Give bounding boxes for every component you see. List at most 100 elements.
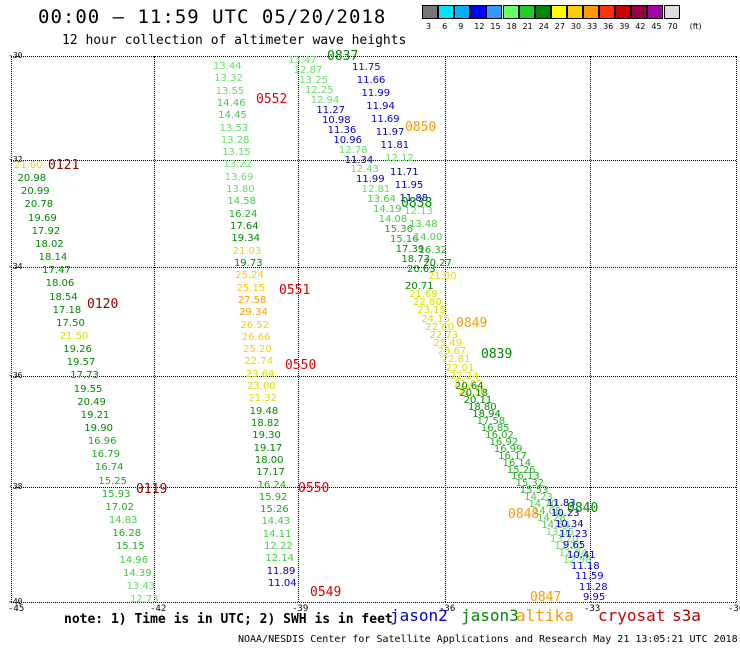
wave-height-value: 20.18: [459, 387, 488, 399]
wave-height-value: 21.03: [232, 245, 262, 257]
colorbar-label: (ft): [689, 22, 702, 31]
wave-height-value: 12.98: [563, 555, 592, 566]
colorbar-label: 70: [667, 22, 678, 31]
wave-height-value: 11.99: [361, 88, 391, 100]
wave-height-value: 18.94: [472, 408, 501, 420]
mission-legend-cryosat: cryosat: [598, 606, 666, 625]
wave-height-value: 13.20: [550, 534, 579, 546]
plot-frame-right: [736, 56, 737, 602]
pass-time-label: 0551: [279, 283, 311, 298]
wave-height-value: 15.25: [98, 475, 127, 487]
pass-time-label: 0850: [405, 120, 437, 135]
colorbar-label: 9: [458, 22, 464, 31]
longitude-tick-label: -33: [584, 604, 601, 614]
wave-height-value: 16.92: [489, 436, 519, 448]
pass-time-label: 0550: [285, 358, 317, 373]
colorbar-swatch: [518, 5, 535, 19]
colorbar-label: 33: [587, 22, 598, 31]
latitude-tick-label: -36: [8, 371, 23, 380]
longitude-gridline: [590, 56, 591, 602]
colorbar-swatch: [615, 5, 632, 19]
wave-height-value: 23.15: [417, 305, 446, 317]
latitude-gridline: [11, 487, 736, 488]
wave-height-value: 19.17: [253, 442, 283, 454]
colorbar-swatch: [438, 5, 455, 19]
wave-height-value: 24.15: [421, 313, 450, 325]
colorbar-label: 42: [635, 22, 646, 31]
wave-height-value: 17.02: [105, 501, 135, 513]
wave-height-value: 20.99: [21, 186, 50, 198]
wave-height-value: 17.17: [256, 467, 285, 479]
wave-height-value: 25.24: [235, 270, 264, 282]
wave-height-value: 10.34: [555, 518, 584, 530]
wave-height-value: 26.66: [241, 331, 271, 343]
wave-height-value: 17.58: [476, 415, 506, 427]
wave-height-value: 12.22: [264, 541, 293, 553]
wave-height-value: 20.78: [24, 199, 54, 211]
wave-height-value: 22.01: [445, 362, 475, 374]
wave-height-value: 13.22: [223, 159, 253, 171]
wave-height-value: 19.57: [66, 357, 96, 369]
wave-height-value: 26.52: [240, 319, 270, 331]
pass-time-label: 0838: [401, 196, 433, 211]
wave-height-value: 18.82: [250, 417, 280, 429]
wave-height-value: 21.69: [409, 289, 438, 301]
wave-height-value: 21.50: [59, 330, 89, 342]
wave-height-value: 15.26: [260, 504, 289, 516]
wave-height-value: 16.17: [498, 450, 527, 462]
wave-height-value: 11.59: [575, 571, 604, 583]
wave-height-value: 14.08: [378, 214, 408, 226]
wave-height-value: 11.94: [366, 101, 395, 113]
latitude-tick-label: -32: [8, 155, 23, 164]
wave-height-value: 25.20: [243, 344, 272, 356]
pass-time-label: 0119: [136, 482, 168, 497]
colorbar-label: 21: [522, 22, 533, 31]
wave-height-value: 14.43: [261, 516, 291, 528]
pass-time-label: 0121: [48, 158, 80, 173]
wave-height-value: 14.83: [108, 515, 138, 527]
wave-height-value: 16.02: [485, 429, 514, 441]
longitude-gridline: [298, 56, 299, 602]
wave-height-value: 11.27: [316, 104, 345, 116]
wave-height-value: 17.73: [70, 370, 99, 382]
colorbar-swatch: [647, 5, 664, 19]
wave-height-value: 12.94: [310, 94, 340, 106]
wave-height-value: 12.12: [385, 153, 414, 165]
wave-height-value: 16.28: [112, 528, 142, 540]
wave-height-value: 11.97: [375, 127, 405, 139]
colorbar-label: 36: [603, 22, 614, 31]
wave-height-value: 12.20: [554, 541, 583, 553]
plot-frame-top: [11, 56, 736, 57]
wave-height-value: 15.93: [101, 488, 131, 500]
wave-height-value: 20.98: [17, 173, 47, 185]
pass-time-label: 0847: [530, 590, 562, 605]
credit-line: NOAA/NESDIS Center for Satellite Applica…: [238, 634, 738, 645]
map-title: 00:00 – 11:59 UTC 05/20/2018: [38, 6, 387, 28]
wave-height-value: 13.05: [545, 527, 575, 539]
wave-height-value: 14.45: [218, 110, 247, 122]
wave-height-value: 14.58: [227, 196, 257, 208]
pass-time-label: 0840: [567, 501, 599, 516]
wave-height-value: 14.39: [122, 567, 152, 579]
wave-height-value: 18.14: [38, 252, 68, 264]
wave-height-value: 14.28: [537, 513, 566, 525]
wave-height-value: 22.24: [449, 370, 479, 382]
mission-legend-altika: altika: [516, 606, 574, 625]
wave-height-value: 16.96: [87, 436, 117, 448]
wave-height-value: 11.18: [571, 560, 600, 572]
pass-time-label: 0552: [256, 92, 288, 107]
pass-time-label: 0839: [481, 347, 513, 362]
wave-height-value: 13.28: [220, 134, 250, 146]
wave-height-value: 14.23: [524, 492, 553, 504]
wave-height-value: 11.69: [371, 114, 400, 126]
longitude-gridline: [154, 56, 155, 602]
latitude-gridline: [11, 267, 736, 268]
wave-height-value: 21.00: [428, 271, 457, 282]
wave-height-value: 10.41: [567, 550, 596, 562]
wave-height-value: 9.95: [583, 592, 606, 603]
wave-height-value: 15.16: [390, 234, 419, 246]
wave-height-value: 12.14: [265, 553, 295, 565]
wave-height-value: 12.13: [404, 205, 433, 217]
wave-height-value: 11.34: [344, 154, 374, 166]
wave-height-value: 11.88: [399, 192, 429, 204]
